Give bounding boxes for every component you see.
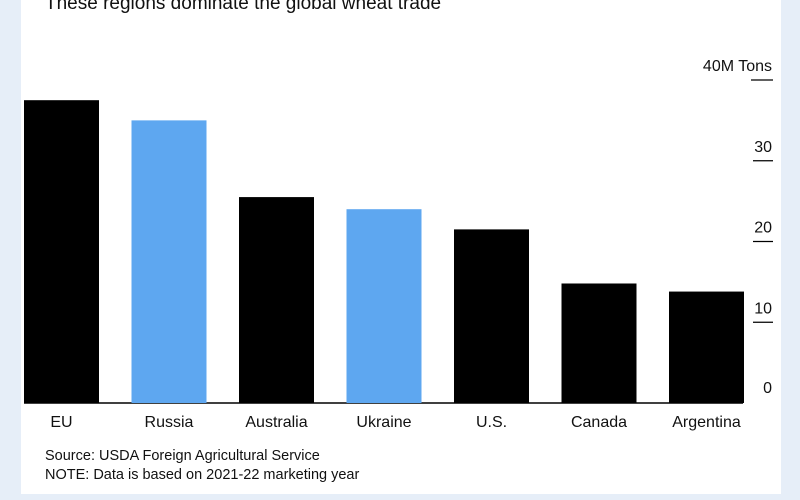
category-label: Russia <box>145 414 194 431</box>
bar-australia <box>239 197 314 403</box>
x-axis: EU Russia Australia Ukraine U.S. Canada Argent… <box>50 414 740 431</box>
category-label: Canada <box>571 414 627 431</box>
bar-russia <box>131 120 207 403</box>
category-label: Ukraine <box>356 414 411 431</box>
y-tick-label: 20 <box>754 220 772 237</box>
chart-title: These regions dominate the global wheat … <box>45 0 442 14</box>
bar-chart: 0 10 20 30 40M Tons EU Russia Australia Ukraine… <box>24 58 773 431</box>
category-label: EU <box>50 414 72 431</box>
bars-group <box>24 100 744 403</box>
y-tick-label: 0 <box>763 380 772 397</box>
bar-canada <box>561 283 637 403</box>
source-note: Source: USDA Foreign Agricultural Servic… <box>45 448 320 464</box>
category-label: U.S. <box>476 414 507 431</box>
category-label: Australia <box>245 414 307 431</box>
bar-argentina <box>669 291 744 403</box>
bar-eu <box>24 100 99 403</box>
y-tick-label: 10 <box>754 300 772 317</box>
bar-u-s <box>454 229 529 403</box>
data-note: NOTE: Data is based on 2021-22 marketing… <box>45 467 360 483</box>
y-tick-label: 30 <box>754 139 772 156</box>
y-unit-label: 40M Tons <box>703 58 772 75</box>
chart-footer: Source: USDA Foreign Agricultural Servic… <box>45 447 359 485</box>
y-axis: 0 10 20 30 40M Tons <box>703 58 773 397</box>
category-label: Argentina <box>672 414 741 431</box>
chart-card: These regions dominate the global wheat … <box>21 0 781 494</box>
bar-ukraine <box>346 209 422 403</box>
